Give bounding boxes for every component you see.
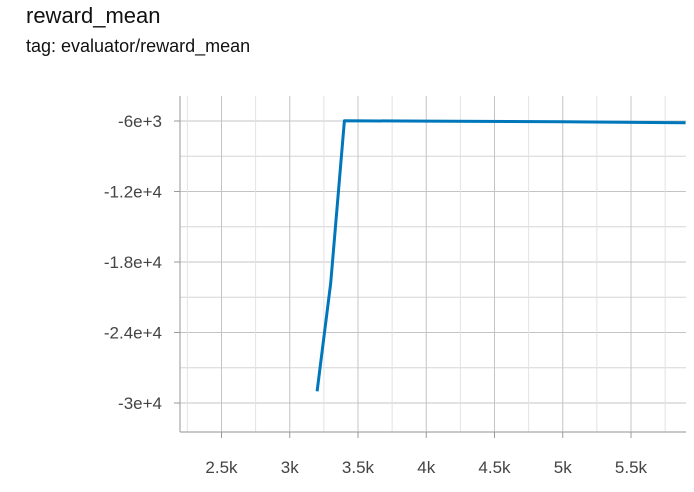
x-tick-label: 3.5k <box>342 458 375 477</box>
axes <box>174 96 686 438</box>
y-tick-label: -1.2e+4 <box>104 183 162 202</box>
x-tick-labels: 2.5k 3k 3.5k 4k 4.5k 5k 5.5k <box>205 458 647 477</box>
x-tick-label: 5k <box>554 458 572 477</box>
x-tick-label: 3k <box>281 458 299 477</box>
series-line <box>315 119 686 392</box>
series-lines <box>315 119 686 392</box>
y-tick-labels: -6e+3 -1.2e+4 -1.8e+4 -2.4e+4 -3e+4 <box>104 112 162 413</box>
x-tick-label: 2.5k <box>205 458 238 477</box>
grid-lines <box>180 96 686 432</box>
x-tick-label: 4.5k <box>478 458 511 477</box>
y-tick-label: -1.8e+4 <box>104 253 162 272</box>
y-tick-label: -2.4e+4 <box>104 324 162 343</box>
chart-title: reward_mean <box>26 3 161 28</box>
y-tick-label: -6e+3 <box>118 112 162 131</box>
y-tick-label: -3e+4 <box>118 394 162 413</box>
x-tick-label: 4k <box>417 458 435 477</box>
x-tick-label: 5.5k <box>615 458 648 477</box>
chart-subtitle: tag: evaluator/reward_mean <box>26 36 251 56</box>
